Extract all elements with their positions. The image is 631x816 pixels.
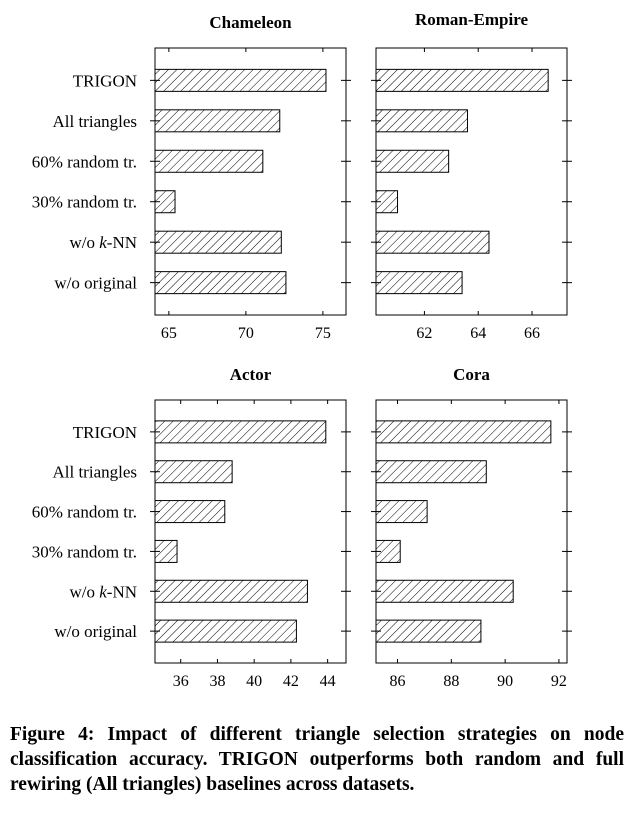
x-tick-label: 42 xyxy=(283,673,299,690)
chart-panel-4: Cora 86 88 90 92 xyxy=(371,365,572,690)
plot-frame xyxy=(375,399,568,664)
x-tick-label: 66 xyxy=(524,325,540,342)
bar-3 xyxy=(154,500,226,524)
x-tick-label: 65 xyxy=(161,325,177,342)
bar-5 xyxy=(375,579,514,603)
chart-title: Roman-Empire xyxy=(415,10,528,29)
bar-2 xyxy=(154,109,281,133)
x-tick-label: 36 xyxy=(173,673,189,690)
category-label: w/o k-NN xyxy=(69,582,137,601)
x-tick-label: 88 xyxy=(443,673,459,690)
chart-title: Chameleon xyxy=(209,13,292,32)
plot-frame xyxy=(154,399,347,664)
x-tick-label: 44 xyxy=(320,673,336,690)
x-tick-label: 70 xyxy=(238,325,254,342)
bar-2 xyxy=(375,460,487,484)
bar-2 xyxy=(375,109,468,133)
category-label: 60% random tr. xyxy=(32,503,137,522)
chart-panel-2: Roman-Empire 62 64 66 xyxy=(371,10,572,342)
category-label: All triangles xyxy=(52,463,137,482)
bar-3 xyxy=(375,500,428,524)
category-label: 30% random tr. xyxy=(32,193,137,212)
bar-6 xyxy=(154,271,287,295)
bar-1 xyxy=(154,68,327,92)
bar-3 xyxy=(154,149,264,173)
x-tick-label: 75 xyxy=(315,325,331,342)
bar-5 xyxy=(154,230,282,254)
category-label: 60% random tr. xyxy=(32,152,137,171)
chart-title: Actor xyxy=(230,365,272,384)
x-tick-label: 62 xyxy=(416,325,432,342)
category-label: 30% random tr. xyxy=(32,542,137,561)
bar-2 xyxy=(154,460,233,484)
plot-frame xyxy=(375,47,568,316)
bar-6 xyxy=(375,271,463,295)
bar-1 xyxy=(375,420,552,444)
x-tick-label: 38 xyxy=(209,673,225,690)
category-label: w/o original xyxy=(54,622,137,641)
chart-title: Cora xyxy=(453,365,490,384)
bar-6 xyxy=(154,619,297,643)
x-tick-label: 64 xyxy=(470,325,486,342)
category-label: w/o k-NN xyxy=(69,233,137,252)
bar-5 xyxy=(154,579,308,603)
bar-3 xyxy=(375,149,450,173)
category-label: TRIGON xyxy=(73,423,137,442)
bar-6 xyxy=(375,619,482,643)
x-tick-label: 92 xyxy=(551,673,567,690)
bar-1 xyxy=(154,420,327,444)
chart-panel-1: Chameleon TRIGON All triangles 60% random t… xyxy=(32,13,351,342)
category-label: TRIGON xyxy=(73,71,137,90)
figure-caption: Figure 4: Impact of different triangle s… xyxy=(10,724,624,795)
bar-5 xyxy=(375,230,490,254)
category-label: All triangles xyxy=(52,112,137,131)
x-tick-label: 86 xyxy=(390,673,406,690)
bar-1 xyxy=(375,68,549,92)
category-label: w/o original xyxy=(54,274,137,293)
chart-panel-3: Actor TRIGON All triangles 60% random tr. 30… xyxy=(32,365,351,690)
plot-frame xyxy=(154,47,347,316)
figure-4: Chameleon TRIGON All triangles 60% random t… xyxy=(32,10,572,690)
x-tick-label: 40 xyxy=(246,673,262,690)
x-tick-label: 90 xyxy=(497,673,513,690)
